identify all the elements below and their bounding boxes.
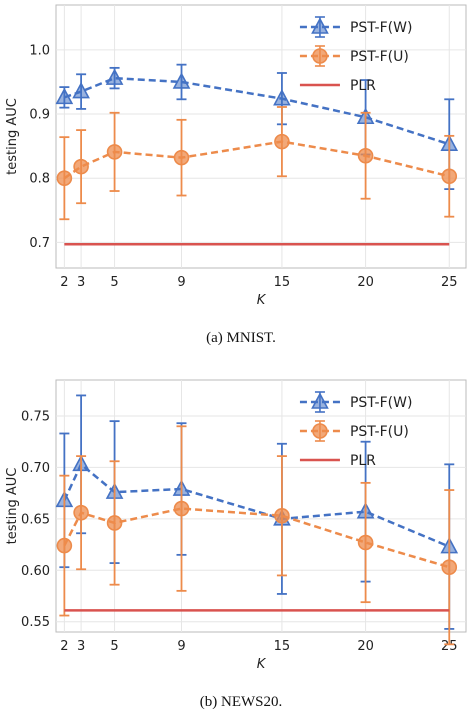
legend-label: PST-F(W) [350,20,412,36]
y-tick-label: 0.7 [29,236,50,251]
y-tick-label: 0.8 [29,172,50,187]
data-point [55,87,74,105]
data-point [274,133,290,150]
data-point [73,504,89,521]
y-axis-label: testing AUC [5,468,20,545]
x-tick-label: 25 [441,639,458,654]
data-point [105,68,124,85]
legend-marker [312,48,328,64]
y-tick-label: 0.60 [21,564,50,579]
data-point [273,88,291,106]
y-tick-label: 0.9 [29,108,50,123]
data-point [106,515,123,531]
legend-marker [311,392,329,409]
x-tick-label: 25 [441,275,458,290]
figure-caption: (b) NEWS20. [200,694,283,710]
data-point [173,500,190,517]
y-tick-label: 0.55 [21,615,50,630]
legend: PST-F(W) PST-F(U) PLR [299,16,412,94]
data-point [274,507,290,524]
x-tick-label: 5 [110,639,118,654]
y-tick-label: 0.65 [21,512,50,527]
data-point [72,81,90,99]
data-point [173,149,190,166]
data-point [73,158,89,175]
data-point [56,537,73,554]
series-PST-F(U) [56,425,458,646]
legend: PST-F(W) PST-F(U) PLR [299,391,412,469]
x-tick-label: 15 [274,275,291,290]
legend-marker [312,423,328,439]
x-tick-label: 3 [77,275,85,290]
legend-label: PST-F(W) [350,395,412,411]
x-axis-label: K [257,293,267,308]
x-tick-label: 9 [177,275,185,290]
plot-area [55,4,467,269]
data-point [441,559,458,576]
x-axis-label: K [257,657,267,672]
x-tick-label: 3 [77,639,85,654]
legend-label: PST-F(U) [350,424,409,440]
legend-marker [311,17,329,34]
x-tick-label: 5 [110,275,118,290]
legend-label: PST-F(U) [350,49,409,65]
data-point [357,534,374,551]
data-point [357,147,374,164]
x-tick-label: 20 [357,275,374,290]
x-tick-label: 20 [357,639,374,654]
y-tick-label: 1.0 [29,43,50,58]
x-tick-label: 2 [60,639,68,654]
legend-label: PLR [350,78,376,94]
data-point [56,170,73,186]
y-tick-label: 0.70 [21,461,50,476]
x-tick-label: 15 [274,639,291,654]
x-tick-label: 2 [60,275,68,290]
data-point [106,144,123,160]
plot-area [55,379,467,633]
y-axis-label: testing AUC [5,98,20,175]
legend-label: PLR [350,453,376,469]
y-tick-label: 0.75 [21,410,50,425]
series-PST-F(U) [56,106,458,221]
data-point [441,168,458,185]
data-point [172,72,191,89]
figure-caption: (a) MNIST. [206,330,276,346]
x-tick-label: 9 [177,639,185,654]
